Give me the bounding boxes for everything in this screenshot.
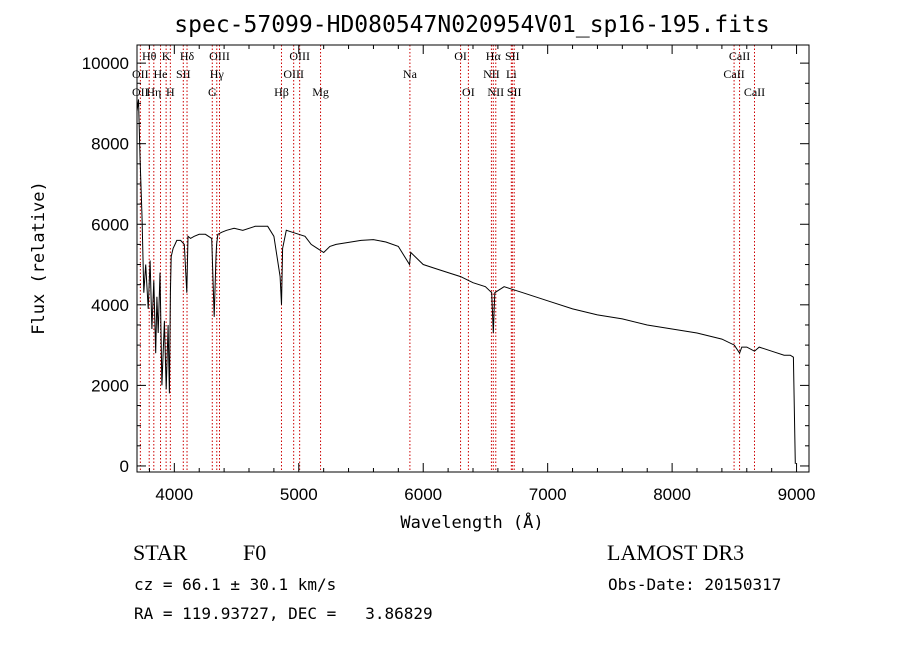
line-label: Na: [403, 67, 418, 81]
x-tick-label: 8000: [653, 485, 691, 504]
y-axis: 0 2000 4000 6000 8000 10000: [82, 54, 809, 476]
line-label: CaII: [723, 67, 744, 81]
line-label: OII: [132, 67, 149, 81]
line-label: SII: [505, 49, 520, 63]
line-label: SII: [507, 85, 522, 99]
y-tick-label: 4000: [91, 296, 129, 315]
obs-date: Obs-Date: 20150317: [608, 575, 781, 594]
x-axis: 4000 5000 6000 7000 8000 9000: [148, 45, 816, 504]
y-tick-label: 6000: [91, 215, 129, 234]
line-label: SII: [176, 67, 191, 81]
line-label: Hθ: [142, 49, 157, 63]
line-label: Hδ: [180, 49, 195, 63]
line-label: OI: [454, 49, 467, 63]
line-label: OI: [462, 85, 475, 99]
x-tick-label: 9000: [778, 485, 816, 504]
line-label: Hη: [146, 85, 161, 99]
spectral-line-labels: OIIOIIHθHηHeKHSIIHδGHγOIIIHβOIIIOIIIMgNa…: [132, 49, 765, 99]
x-axis-label: Wavelength (Å): [400, 511, 543, 533]
line-label: G: [208, 85, 217, 99]
line-label: OII: [132, 85, 149, 99]
line-label: NII: [487, 85, 504, 99]
info-panel: STAR F0 LAMOST DR3 cz = 66.1 ± 30.1 km/s…: [133, 540, 781, 623]
plot-frame: [136, 44, 810, 473]
spectral-line-markers: [139, 45, 755, 472]
line-label: Mg: [312, 85, 329, 99]
ra-dec: RA = 119.93727, DEC = 3.86829: [134, 604, 433, 623]
x-tick-label: 4000: [155, 485, 193, 504]
survey-name: LAMOST DR3: [607, 540, 744, 565]
line-label: K: [162, 49, 171, 63]
y-tick-label: 8000: [91, 135, 129, 154]
y-tick-label: 10000: [82, 54, 129, 73]
line-label: H: [166, 85, 175, 99]
line-label: NII: [483, 67, 500, 81]
subclass: F0: [243, 540, 266, 565]
redshift-cz: cz = 66.1 ± 30.1 km/s: [134, 575, 336, 594]
object-type: STAR: [133, 540, 188, 565]
line-label: OIII: [289, 49, 310, 63]
x-tick-label: 6000: [404, 485, 442, 504]
line-label: Hβ: [274, 85, 289, 99]
line-label: OIII: [209, 49, 230, 63]
flux-series-line: [136, 99, 796, 464]
y-tick-label: 0: [120, 457, 129, 476]
x-tick-label: 7000: [529, 485, 567, 504]
line-label: Hγ: [210, 67, 225, 81]
line-label: He: [154, 67, 168, 81]
y-axis-label: Flux (relative): [29, 181, 49, 335]
y-tick-label: 2000: [91, 376, 129, 395]
x-tick-label: 5000: [280, 485, 318, 504]
chart-title: spec-57099-HD080547N020954V01_sp16-195.f…: [174, 12, 769, 38]
line-label: OIII: [283, 67, 304, 81]
line-label: Li: [506, 67, 517, 81]
line-label: CaII: [744, 85, 765, 99]
line-label: CaII: [729, 49, 750, 63]
line-label: Hα: [486, 49, 502, 63]
